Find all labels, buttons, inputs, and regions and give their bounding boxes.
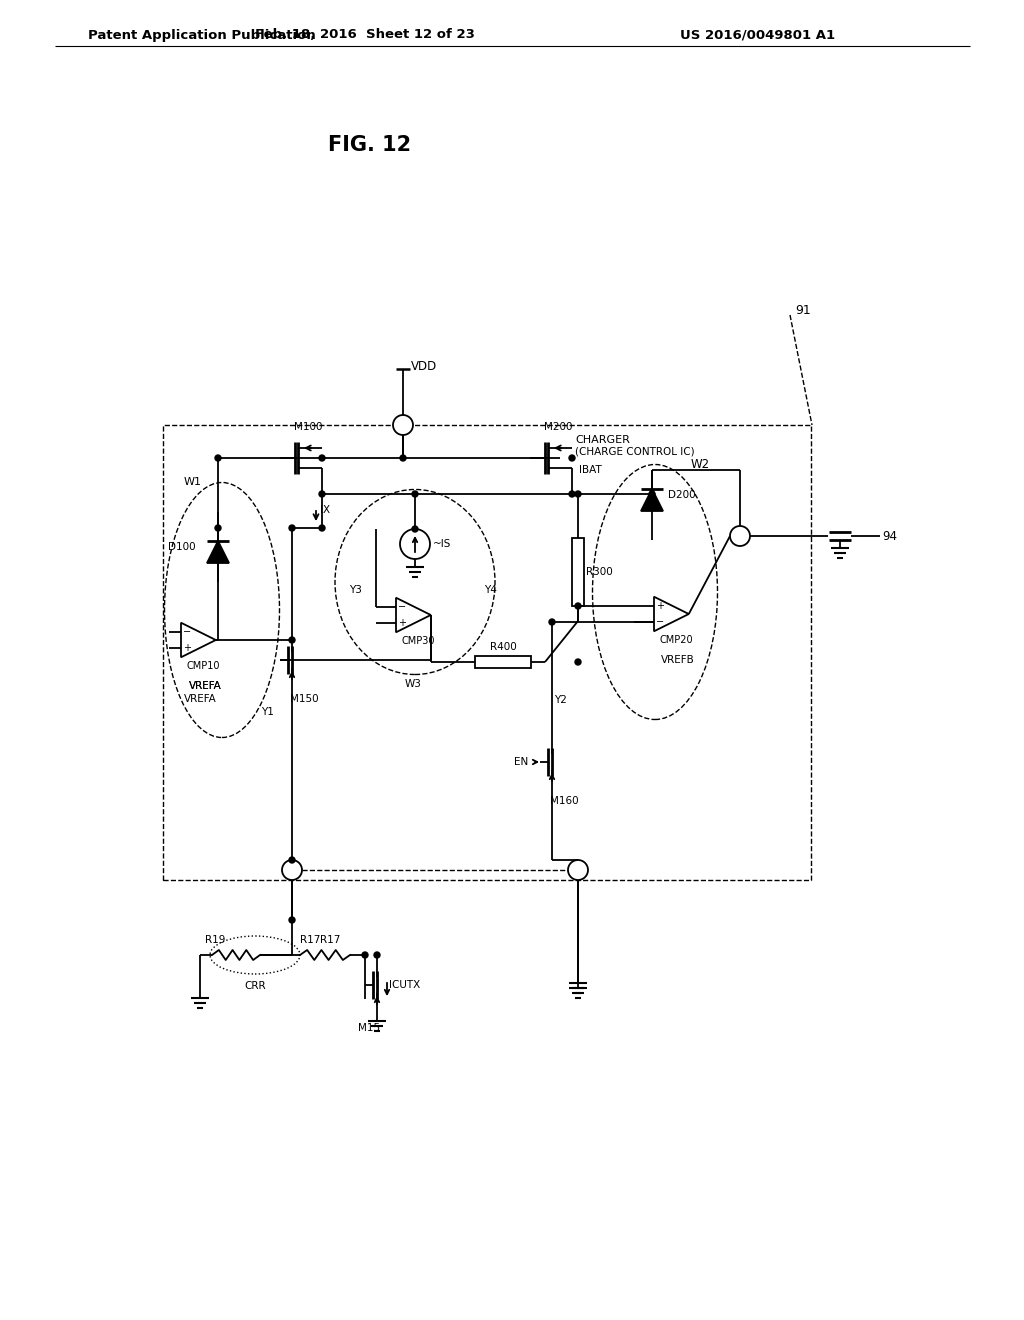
Polygon shape — [641, 488, 663, 511]
Text: D100: D100 — [168, 543, 196, 552]
Text: IBAT: IBAT — [579, 465, 601, 475]
Circle shape — [289, 857, 295, 863]
Text: CHARGER: CHARGER — [575, 436, 630, 445]
Circle shape — [412, 491, 418, 498]
Circle shape — [569, 491, 575, 498]
Text: 91: 91 — [795, 304, 811, 317]
Text: Y2: Y2 — [554, 696, 566, 705]
Circle shape — [215, 455, 221, 461]
Circle shape — [412, 525, 418, 532]
Circle shape — [362, 952, 368, 958]
Text: Y1: Y1 — [260, 708, 273, 717]
Text: M200: M200 — [544, 422, 572, 432]
Text: +: + — [656, 601, 664, 611]
Text: EN: EN — [514, 756, 528, 767]
Circle shape — [549, 619, 555, 624]
Text: CRR: CRR — [244, 981, 266, 991]
Text: ICUTX: ICUTX — [389, 979, 420, 990]
Text: W1: W1 — [184, 477, 202, 487]
Circle shape — [215, 525, 221, 531]
Text: IX: IX — [319, 506, 330, 515]
Text: 94: 94 — [882, 529, 897, 543]
Bar — [572, 539, 584, 606]
Circle shape — [400, 455, 406, 461]
Text: CMP20: CMP20 — [659, 635, 693, 645]
Text: Feb. 18, 2016  Sheet 12 of 23: Feb. 18, 2016 Sheet 12 of 23 — [255, 29, 475, 41]
Text: 1: 1 — [399, 420, 407, 430]
Text: M150: M150 — [290, 694, 318, 704]
Text: D200: D200 — [668, 490, 695, 500]
Circle shape — [575, 491, 581, 498]
Circle shape — [649, 491, 655, 498]
Text: VREFB: VREFB — [662, 655, 695, 665]
Circle shape — [575, 603, 581, 609]
Text: R400: R400 — [489, 642, 516, 652]
Text: R19: R19 — [205, 935, 225, 945]
Circle shape — [282, 861, 302, 880]
Text: 4: 4 — [736, 531, 744, 541]
Text: M100: M100 — [294, 422, 323, 432]
Text: US 2016/0049801 A1: US 2016/0049801 A1 — [680, 29, 836, 41]
Text: 5: 5 — [288, 865, 296, 875]
Text: R17: R17 — [319, 935, 340, 945]
Text: VREFA: VREFA — [188, 681, 221, 690]
Text: R17: R17 — [300, 935, 321, 945]
Circle shape — [569, 455, 575, 461]
Text: Patent Application Publication: Patent Application Publication — [88, 29, 315, 41]
Text: (CHARGE CONTROL IC): (CHARGE CONTROL IC) — [575, 447, 694, 457]
Text: ~IS: ~IS — [433, 539, 452, 549]
Text: W2: W2 — [690, 458, 710, 471]
Circle shape — [289, 638, 295, 643]
Text: CMP10: CMP10 — [186, 661, 220, 672]
Text: CMP30: CMP30 — [401, 636, 435, 647]
Text: Y4: Y4 — [483, 585, 497, 595]
Bar — [163, 425, 811, 880]
Text: −: − — [398, 602, 407, 612]
Text: +: + — [183, 643, 191, 653]
Circle shape — [575, 659, 581, 665]
Circle shape — [289, 917, 295, 923]
Text: M15: M15 — [358, 1023, 380, 1034]
Text: VREFA: VREFA — [188, 681, 221, 690]
Circle shape — [319, 525, 325, 531]
Circle shape — [289, 525, 295, 531]
Polygon shape — [207, 541, 229, 564]
Text: Y3: Y3 — [348, 585, 361, 595]
Circle shape — [730, 525, 750, 546]
Text: −: − — [183, 627, 191, 638]
Text: 6: 6 — [574, 865, 582, 875]
Text: +: + — [398, 618, 406, 628]
Text: M160: M160 — [550, 796, 579, 807]
Circle shape — [319, 491, 325, 498]
Text: VDD: VDD — [411, 360, 437, 374]
Circle shape — [568, 861, 588, 880]
Bar — [475, 656, 531, 668]
Circle shape — [374, 952, 380, 958]
Text: W3: W3 — [404, 678, 422, 689]
Text: −: − — [656, 616, 664, 627]
Text: R300: R300 — [586, 568, 612, 577]
Circle shape — [319, 455, 325, 461]
Circle shape — [393, 414, 413, 436]
Text: VREFA: VREFA — [183, 694, 216, 704]
Text: FIG. 12: FIG. 12 — [329, 135, 412, 154]
